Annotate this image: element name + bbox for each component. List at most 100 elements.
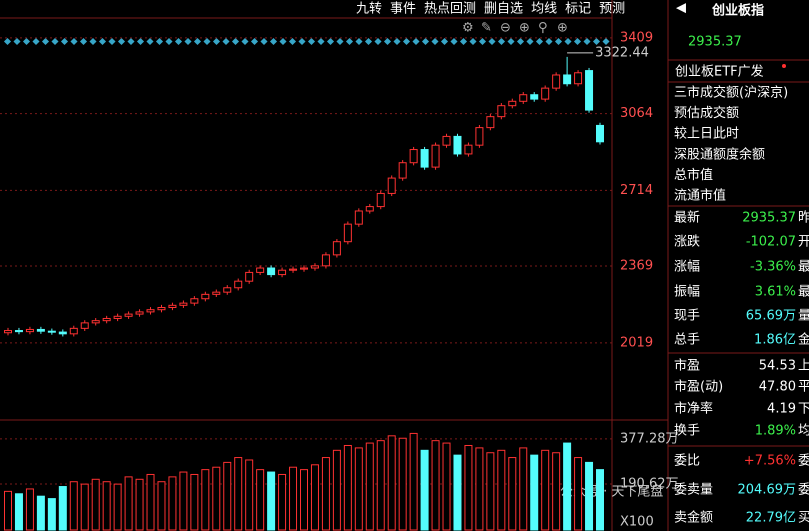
- signal-diamond: [592, 37, 601, 46]
- signal-diamond: [402, 37, 411, 46]
- quote-tail: 金: [798, 332, 809, 348]
- candle-body: [300, 267, 308, 270]
- toolbar-button[interactable]: 标记: [565, 2, 591, 17]
- volume-bar: [563, 442, 572, 531]
- volume-bar: [278, 473, 287, 531]
- etf-link[interactable]: 创业板ETF广发: [675, 64, 764, 80]
- volume-bar: [135, 478, 144, 531]
- signal-diamond: [193, 37, 202, 46]
- candle-body: [387, 177, 396, 194]
- volume-bar: [475, 447, 484, 531]
- toolbar-button[interactable]: 均线: [531, 2, 557, 17]
- volume-bar: [58, 486, 67, 531]
- quote-link[interactable]: 深股通额度余额: [674, 146, 765, 162]
- volume-tick-label: 190.62万: [620, 476, 679, 491]
- signal-diamond: [526, 37, 534, 46]
- quote-value: 54.53: [759, 359, 796, 374]
- volume-bar: [585, 461, 594, 531]
- chart-tool-icon[interactable]: ⚲: [538, 21, 548, 36]
- signal-diamond: [383, 37, 392, 46]
- signal-diamond: [554, 37, 563, 46]
- price-tick-label: 3064: [620, 106, 653, 121]
- candle-body: [113, 315, 122, 319]
- chart-tool-icon[interactable]: ⊕: [519, 21, 530, 36]
- volume-bar: [102, 481, 111, 531]
- candle-body: [486, 116, 495, 129]
- candle-body: [365, 206, 374, 212]
- candle-body: [519, 94, 528, 102]
- toolbar-button[interactable]: 预测: [599, 2, 625, 17]
- volume-bar: [179, 471, 188, 531]
- quote-link[interactable]: 较上日此时: [674, 127, 739, 142]
- candle-body: [80, 322, 89, 329]
- signal-diamond: [412, 37, 420, 46]
- toolbar-button[interactable]: 热点回测: [424, 2, 476, 17]
- quote-link[interactable]: 三市成交额(沪深京): [674, 85, 788, 101]
- candle-body: [420, 149, 429, 168]
- signal-diamond: [317, 37, 325, 46]
- candle-body: [541, 87, 550, 100]
- chart-tool-icon[interactable]: ✎: [481, 21, 492, 36]
- signal-diamond: [478, 37, 487, 46]
- volume-bar: [354, 447, 363, 531]
- quote-value: 1.86亿: [754, 333, 796, 348]
- chart-tool-icon[interactable]: ⊖: [500, 21, 511, 36]
- signal-diamond: [507, 37, 515, 46]
- signal-diamond: [184, 37, 192, 46]
- signal-diamond: [450, 37, 458, 46]
- signal-diamond: [345, 37, 354, 46]
- candle-body: [530, 94, 539, 100]
- volume-bar: [365, 442, 374, 531]
- volume-bar: [289, 466, 298, 531]
- signal-diamond: [307, 37, 316, 46]
- candle-body: [398, 162, 407, 179]
- signal-diamond: [488, 37, 496, 46]
- candle-body: [102, 317, 111, 322]
- signal-diamond: [545, 37, 553, 46]
- candle-body: [464, 144, 473, 155]
- volume-bar: [541, 449, 550, 531]
- index-name: 创业板指: [711, 3, 764, 19]
- candle-body: [124, 313, 133, 317]
- volume-bar: [530, 454, 539, 531]
- chart-tool-icon[interactable]: ⊕: [557, 21, 568, 36]
- candle-body: [212, 291, 221, 295]
- signal-diamond: [469, 37, 477, 46]
- volume-bar: [519, 447, 528, 531]
- candle-body: [289, 268, 298, 271]
- candle-body: [332, 241, 341, 256]
- volume-bar: [300, 469, 308, 531]
- quote-value: +7.56%: [744, 454, 796, 469]
- volume-bar: [376, 440, 385, 531]
- quote-value: 4.19: [767, 402, 796, 417]
- quote-label: 卖金额: [674, 510, 713, 526]
- volume-bar: [91, 478, 100, 531]
- quote-link[interactable]: 流通市值: [674, 188, 726, 204]
- toolbar-button[interactable]: 九转: [356, 2, 382, 17]
- volume-bar: [497, 449, 506, 531]
- etf-dot: [782, 64, 786, 68]
- candle-body: [431, 144, 440, 168]
- quote-label: 委卖量: [674, 483, 713, 498]
- candle-body: [4, 330, 12, 334]
- volume-bar: [47, 498, 56, 531]
- candle-body: [168, 304, 177, 309]
- quote-link[interactable]: 总市值: [674, 167, 713, 183]
- candle-body: [245, 271, 254, 282]
- signal-diamond: [231, 37, 240, 46]
- signal-diamond: [288, 37, 297, 46]
- signal-diamond: [203, 37, 211, 46]
- chart-tool-icon[interactable]: ⚙: [462, 21, 474, 36]
- signal-diamond: [165, 37, 173, 46]
- candle-body: [574, 72, 583, 85]
- quote-link[interactable]: 预估成交额: [674, 105, 739, 121]
- back-icon[interactable]: ◀: [676, 1, 686, 16]
- volume-bar: [201, 469, 210, 531]
- volume-bar: [310, 464, 319, 531]
- toolbar-button[interactable]: 事件: [390, 2, 416, 17]
- toolbar-button[interactable]: 删自选: [484, 2, 523, 17]
- volume-bar: [223, 461, 232, 531]
- volume-bar: [409, 432, 418, 531]
- candle-body: [256, 267, 265, 273]
